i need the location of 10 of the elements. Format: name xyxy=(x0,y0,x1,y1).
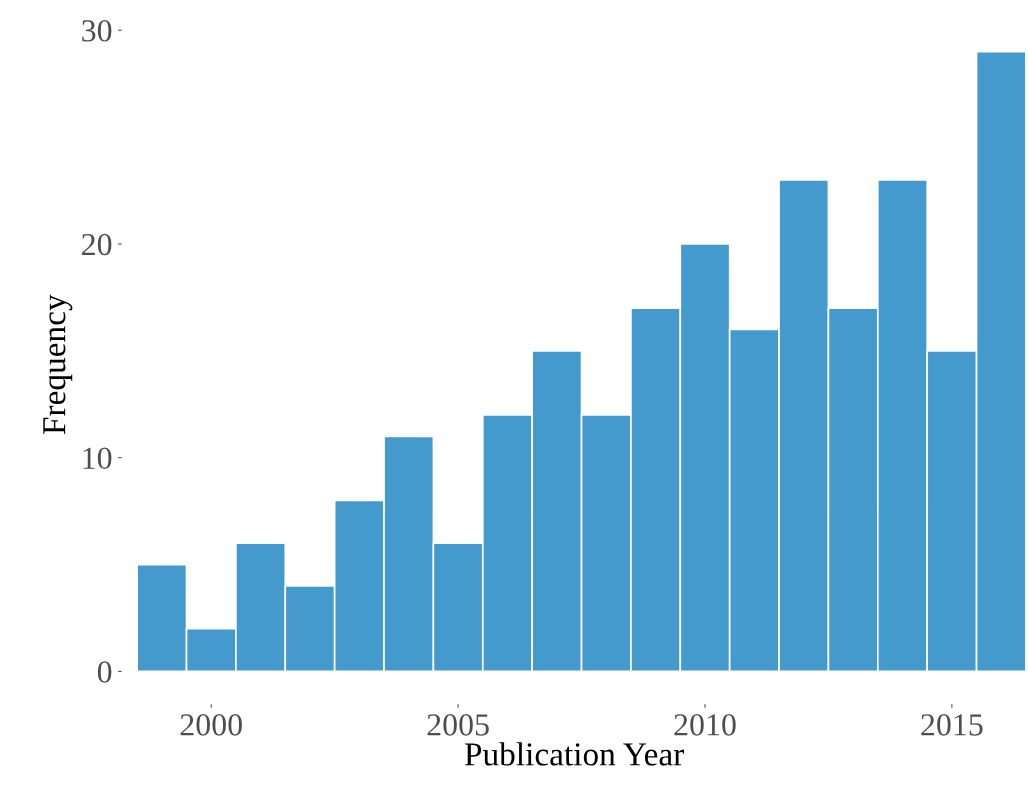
x-tick-label: 2015 xyxy=(921,714,983,736)
x-tick-label: 2005 xyxy=(427,714,489,736)
y-tick-label: 10 xyxy=(83,447,112,470)
y-tick-label: 20 xyxy=(82,233,112,256)
y-tick-label: 30 xyxy=(82,20,112,42)
x-tick-label: 2000 xyxy=(180,714,242,736)
x-tick-label: 2010 xyxy=(674,714,736,736)
y-axis-title: Frequency xyxy=(43,294,73,435)
y-tick-label: 0 xyxy=(97,661,112,683)
x-axis-title: Publication Year xyxy=(464,742,685,766)
